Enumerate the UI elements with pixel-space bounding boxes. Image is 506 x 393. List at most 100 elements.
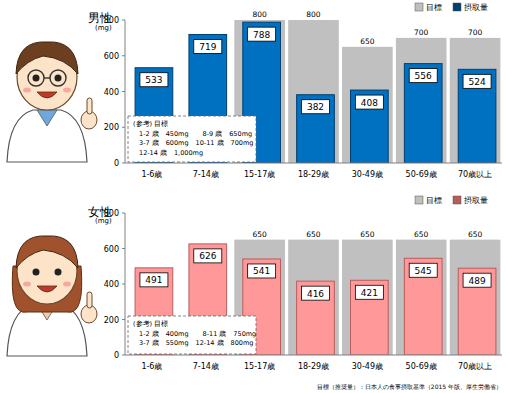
y-tick-label: 400 bbox=[104, 280, 119, 289]
data-label: 650 bbox=[414, 230, 429, 239]
annotation: (参考) 目標 bbox=[133, 320, 168, 328]
glasses bbox=[44, 77, 50, 78]
data-label-box bbox=[194, 249, 222, 263]
data-label: 788 bbox=[253, 30, 270, 40]
annotation-frame bbox=[128, 116, 256, 162]
figure: 男性(mg)0200400600800800800650700700533719… bbox=[0, 0, 506, 393]
data-label: 650 bbox=[360, 37, 375, 46]
bar bbox=[297, 281, 335, 355]
data-label: 650 bbox=[252, 230, 267, 239]
data-label-box bbox=[302, 100, 330, 114]
data-label: 800 bbox=[252, 10, 267, 19]
legend: 目標摂取量 bbox=[415, 196, 488, 205]
bars bbox=[135, 20, 500, 163]
bar bbox=[342, 47, 393, 163]
y-axis bbox=[125, 213, 126, 355]
x-tick-label: 30-49歳 bbox=[352, 362, 383, 371]
collar bbox=[37, 110, 57, 126]
x-tick-label: 7-14歳 bbox=[193, 362, 219, 371]
y-tick-label: 800 bbox=[104, 16, 119, 25]
data-label: 382 bbox=[307, 102, 324, 112]
cheek bbox=[23, 282, 31, 287]
legend-swatch bbox=[415, 3, 423, 11]
hair bbox=[16, 236, 78, 268]
data-label-box bbox=[248, 264, 276, 278]
mouth bbox=[37, 286, 57, 292]
y-axis-label: (mg) bbox=[95, 24, 112, 32]
data-label: 416 bbox=[307, 289, 324, 299]
annotation: 1-2 歳 400mg 8-11 歳 750mg bbox=[139, 330, 256, 338]
data-label-box bbox=[409, 263, 437, 277]
y-axis-label: (mg) bbox=[95, 217, 112, 225]
character bbox=[7, 42, 97, 162]
annotation-frame bbox=[128, 316, 256, 354]
x-axis bbox=[125, 355, 502, 356]
bar bbox=[458, 69, 496, 163]
data-label: 719 bbox=[199, 42, 216, 52]
data-label: 524 bbox=[468, 77, 485, 87]
bar bbox=[351, 280, 389, 355]
y-tick-label: 400 bbox=[104, 88, 119, 97]
bar bbox=[458, 268, 496, 355]
bar bbox=[396, 240, 447, 355]
annotation: (参考) 目標 bbox=[133, 120, 168, 128]
data-label: 408 bbox=[361, 98, 378, 108]
data-label: 545 bbox=[415, 266, 432, 276]
eye bbox=[33, 269, 40, 276]
x-tick-label: 7-14歳 bbox=[193, 170, 219, 179]
x-tick-label: 50-69歳 bbox=[406, 170, 437, 179]
annotation-box: (参考) 目標1-2 歳 450mg 8-9 歳 650mg3-7 歳 600m… bbox=[128, 116, 256, 162]
x-tick-label: 15-17歳 bbox=[244, 362, 275, 371]
source-note: 目標（推奨量）：日本人の食事摂取基準（2015 年版、厚生労働省） bbox=[317, 383, 502, 391]
data-label-box bbox=[409, 69, 437, 83]
data-label-box bbox=[355, 285, 383, 299]
data-label: 700 bbox=[414, 28, 429, 37]
bar bbox=[351, 90, 389, 163]
legend-swatch bbox=[453, 196, 461, 204]
eye bbox=[55, 75, 62, 82]
bar bbox=[288, 20, 339, 163]
annotation: 12-14 歳 1,000mg bbox=[139, 149, 203, 157]
data-label-box bbox=[194, 39, 222, 53]
cheek bbox=[63, 88, 71, 93]
y-axis bbox=[125, 20, 126, 163]
bar bbox=[297, 95, 335, 163]
data-label: 650 bbox=[468, 230, 483, 239]
x-tick-label: 50-69歳 bbox=[406, 362, 437, 371]
x-tick-label: 18-29歳 bbox=[298, 170, 329, 179]
bar bbox=[404, 64, 442, 163]
chart: 男性(mg)0200400600800800800650700700533719… bbox=[7, 3, 502, 179]
glasses bbox=[50, 70, 66, 86]
x-tick-label: 70歳以上 bbox=[458, 170, 492, 179]
data-labels: 650650650650650491626541416421545489 bbox=[140, 230, 491, 301]
legend: 目標 摂取量 bbox=[415, 3, 488, 12]
x-tick-label: 1-6歳 bbox=[141, 362, 162, 371]
coat bbox=[7, 110, 87, 162]
data-label: 489 bbox=[468, 276, 485, 286]
legend-label: 目標 bbox=[426, 3, 442, 12]
annotation: 3-7 歳 600mg 10-11 歳 700mg bbox=[139, 139, 253, 147]
hair bbox=[16, 42, 78, 74]
legend-label: 摂取量 bbox=[464, 196, 488, 205]
data-label: 800 bbox=[306, 10, 321, 19]
cheek bbox=[23, 88, 31, 93]
data-label: 533 bbox=[145, 75, 162, 85]
mouth bbox=[37, 92, 57, 98]
cheek bbox=[63, 282, 71, 287]
data-label-box bbox=[463, 74, 491, 88]
eye bbox=[33, 75, 40, 82]
bar bbox=[288, 240, 339, 355]
y-tick-label: 600 bbox=[104, 245, 119, 254]
legend-label: 摂取量 bbox=[464, 3, 488, 12]
eye bbox=[55, 269, 62, 276]
finger bbox=[87, 98, 92, 114]
chart: 女性(mg)0200400600800650650650650650491626… bbox=[7, 196, 502, 391]
y-tick-label: 200 bbox=[104, 123, 119, 132]
finger bbox=[87, 292, 92, 308]
y-tick-label: 0 bbox=[114, 159, 119, 168]
legend-swatch bbox=[415, 196, 423, 204]
bar bbox=[342, 240, 393, 355]
data-label-box bbox=[248, 27, 276, 41]
data-label: 421 bbox=[361, 288, 378, 298]
x-tick-label: 70歳以上 bbox=[458, 362, 492, 371]
